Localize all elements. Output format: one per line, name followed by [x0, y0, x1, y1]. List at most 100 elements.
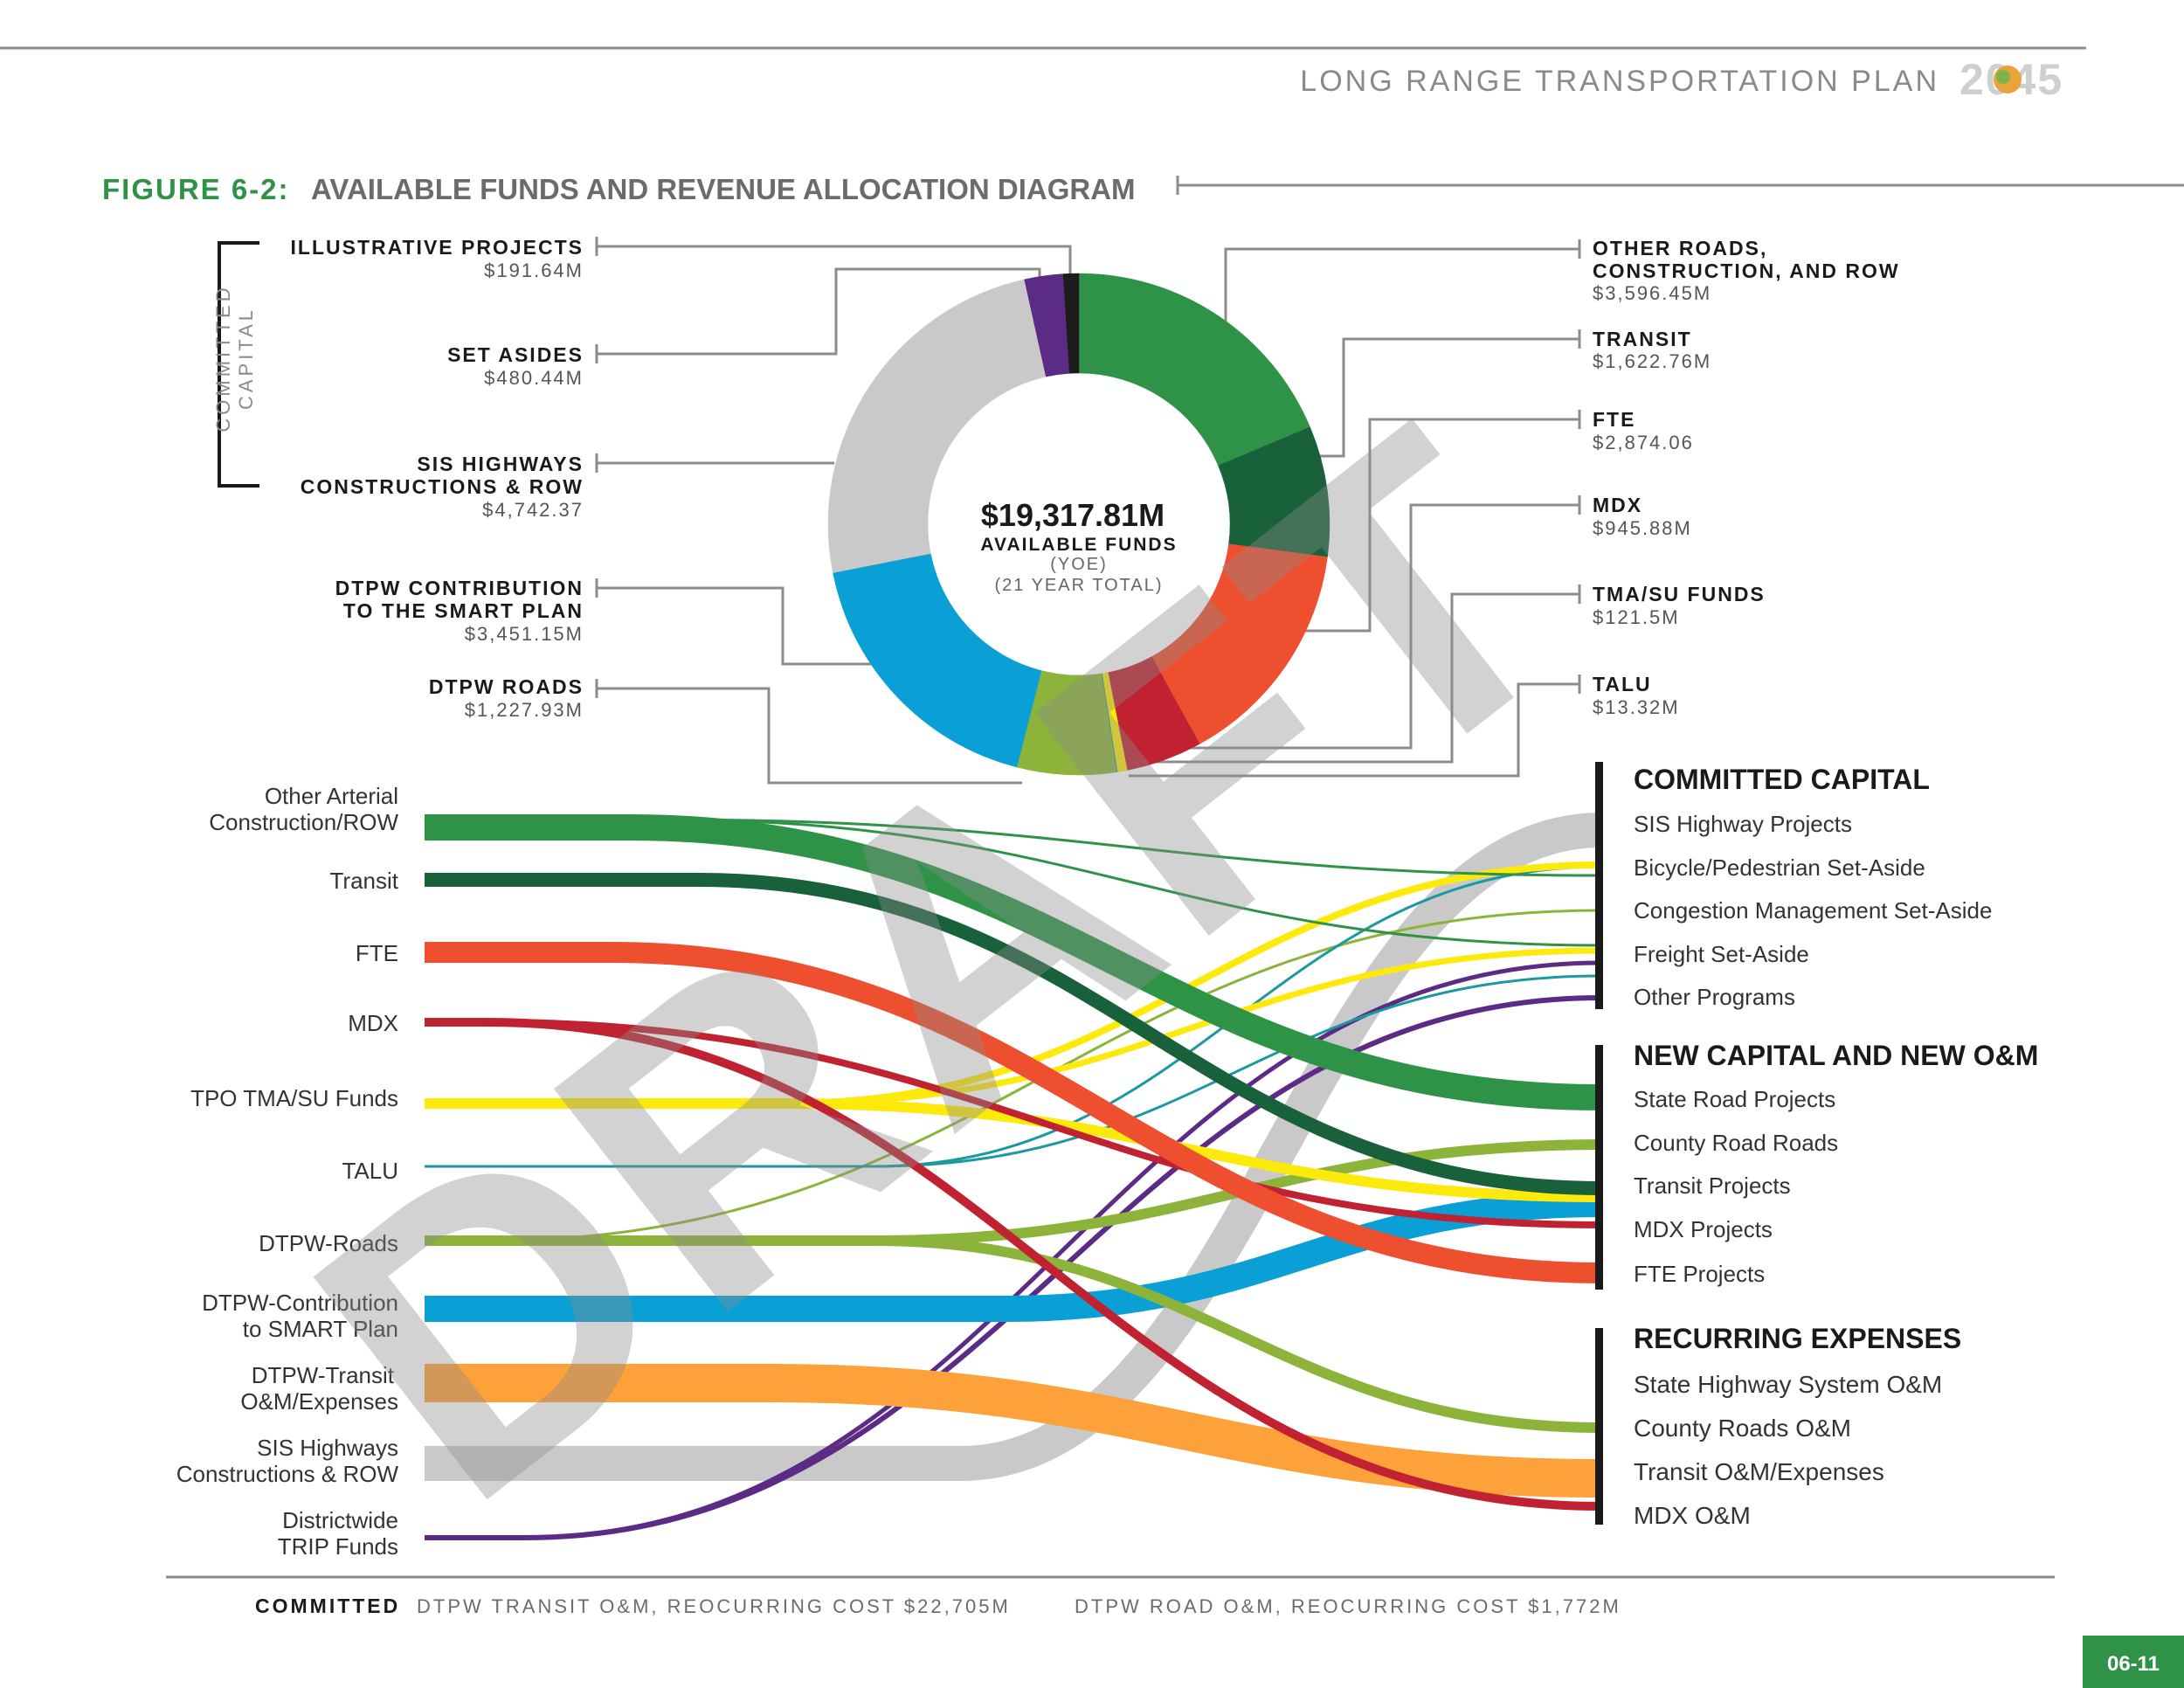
destination-labels: COMMITTED CAPITAL SIS Highway Projects B…: [1634, 764, 2038, 1529]
recurring-expenses-bar: [1595, 1328, 1603, 1525]
callout-fte-title: FTE: [1593, 408, 1635, 431]
callout-transit-title: TRANSIT: [1593, 328, 1692, 350]
donut-total-label: AVAILABLE FUNDS: [980, 535, 1177, 555]
source-sis-2: Constructions & ROW: [176, 1461, 399, 1487]
footer-transit-om: DTPW TRANSIT O&M, REOCURRING COST $22,70…: [417, 1595, 1011, 1617]
connector-transit: [1302, 337, 1579, 458]
dest-freight-set-aside: Freight Set-Aside: [1634, 941, 1809, 967]
callout-dtpw-contribution-value: $3,451.15M: [465, 623, 584, 645]
callout-other-roads-title-1: OTHER ROADS,: [1593, 237, 1767, 259]
dest-mdx-om: MDX O&M: [1634, 1502, 1751, 1529]
callout-transit-value: $1,622.76M: [1593, 350, 1711, 372]
callout-fte-value: $2,874.06: [1593, 432, 1694, 453]
donut-segment-1: [1078, 273, 1310, 467]
source-fte: FTE: [356, 940, 398, 966]
source-sis-1: SIS Highways: [257, 1435, 398, 1461]
committed-capital-bar: [1595, 762, 1603, 1009]
logo-globe-land-icon: [1996, 70, 2010, 84]
source-other-arterial-2: Construction/ROW: [209, 809, 398, 835]
callout-set-asides-title: SET ASIDES: [447, 343, 584, 366]
flow-sis-to-sis-projects: [425, 813, 1602, 1481]
connector-illustrative: [597, 245, 1072, 278]
page-number-tab: [2083, 1636, 2184, 1688]
donut-total-amount: $19,317.81M: [981, 497, 1165, 533]
plan-title: LONG RANGE TRANSPORTATION PLAN: [1300, 65, 1939, 98]
donut-callout-connectors: [595, 237, 1581, 785]
flow-dtpw-roads-county: [425, 1139, 1602, 1246]
figure-number: FIGURE 6-2:: [102, 173, 290, 205]
callout-mdx-title: MDX: [1593, 494, 1642, 516]
new-capital-bar: [1595, 1045, 1603, 1290]
flow-dtpw-contribution-transit: [425, 1191, 1602, 1322]
callout-other-roads-title-2: CONSTRUCTION, AND ROW: [1593, 259, 1900, 282]
left-callouts: ILLUSTRATIVE PROJECTS $191.64M SET ASIDE…: [291, 236, 584, 721]
flow-dtpw-roads-om: [425, 1235, 1602, 1433]
dest-fte-projects: FTE Projects: [1634, 1261, 1765, 1287]
flow-trip-2: [425, 995, 1602, 1540]
source-tma: TPO TMA/SU Funds: [190, 1085, 398, 1111]
dest-other-programs: Other Programs: [1634, 984, 1795, 1010]
figure-title: AVAILABLE FUNDS AND REVENUE ALLOCATION D…: [311, 173, 1136, 205]
donut-total-yoe: (YOE): [1050, 555, 1108, 574]
callout-talu-title: TALU: [1593, 673, 1652, 695]
callout-set-asides-value: $480.44M: [484, 367, 584, 389]
bracket-label-committed: COMMITTED: [212, 284, 234, 432]
dest-mdx-projects: MDX Projects: [1634, 1216, 1773, 1242]
connector-set-asides: [597, 267, 1041, 356]
source-trip-2: TRIP Funds: [278, 1533, 398, 1560]
dest-congestion-set-aside: Congestion Management Set-Aside: [1634, 897, 1992, 924]
donut-segment-11: [1062, 273, 1080, 374]
connector-mdx: [1136, 503, 1579, 750]
flow-other-arterial-freight: [425, 818, 1602, 947]
source-trip-1: Districtwide: [282, 1507, 398, 1533]
callout-sis-value: $4,742.37: [482, 499, 584, 521]
dest-transit-projects: Transit Projects: [1634, 1173, 1791, 1199]
source-talu: TALU: [342, 1158, 398, 1184]
callout-tma-value: $121.5M: [1593, 606, 1680, 628]
callout-talu-value: $13.32M: [1593, 696, 1680, 718]
available-funds-donut: [827, 273, 1330, 776]
dest-state-road-projects: State Road Projects: [1634, 1086, 1835, 1112]
connector-tma: [1132, 592, 1579, 764]
callout-dtpw-roads-title: DTPW ROADS: [429, 675, 584, 698]
callout-sis-title-1: SIS HIGHWAYS: [417, 453, 584, 475]
callout-dtpw-roads-value: $1,227.93M: [465, 699, 584, 721]
callout-tma-title: TMA/SU FUNDS: [1593, 583, 1766, 605]
flow-dtpw-transit-om: [425, 1364, 1602, 1498]
source-labels: Other Arterial Construction/ROW Transit …: [176, 783, 399, 1560]
source-other-arterial-1: Other Arterial: [265, 783, 398, 809]
callout-illustrative-title: ILLUSTRATIVE PROJECTS: [291, 236, 584, 259]
connector-talu: [1129, 682, 1579, 778]
dest-shs-om: State Highway System O&M: [1634, 1371, 1942, 1398]
donut-segment-3: [1151, 543, 1328, 744]
flow-tma-2: [425, 947, 1602, 1107]
flow-transit-projects: [425, 873, 1602, 1195]
connector-dtpw-contribution: [597, 586, 874, 666]
bracket-label-capital: CAPITAL: [235, 307, 257, 410]
callout-other-roads-value: $3,596.45M: [1593, 282, 1711, 304]
flow-mdx-om: [425, 1018, 1602, 1511]
group-committed-capital: COMMITTED CAPITAL: [1634, 764, 1930, 795]
dest-transit-om: Transit O&M/Expenses: [1634, 1458, 1884, 1485]
committed-capital-bracket: [218, 241, 259, 488]
right-callouts: OTHER ROADS, CONSTRUCTION, AND ROW $3,59…: [1593, 237, 1900, 718]
source-mdx: MDX: [348, 1010, 398, 1036]
callout-mdx-value: $945.88M: [1593, 517, 1692, 539]
group-recurring-expenses: RECURRING EXPENSES: [1634, 1323, 1961, 1354]
connector-other-roads: [1224, 247, 1579, 323]
callout-dtpw-contribution-title-2: TO THE SMART PLAN: [343, 599, 584, 622]
callout-illustrative-value: $191.64M: [484, 259, 584, 281]
source-dtpw-transit-2: O&M/Expenses: [240, 1388, 398, 1415]
source-dtpw-contribution-2: to SMART Plan: [243, 1316, 398, 1342]
donut-segment-8: [833, 553, 1042, 768]
donut-total-period: (21 YEAR TOTAL): [994, 576, 1163, 595]
donut-segment-9: [827, 279, 1047, 573]
footer-committed: COMMITTED: [255, 1595, 400, 1617]
callout-sis-title-2: CONSTRUCTIONS & ROW: [301, 475, 584, 498]
connector-fte: [1302, 418, 1579, 633]
flow-other-arterial-bike: [425, 818, 1602, 877]
dest-county-roads-om: County Roads O&M: [1634, 1415, 1851, 1442]
flow-other-arterial-state: [425, 814, 1602, 1110]
flow-fte-projects: [425, 942, 1602, 1283]
